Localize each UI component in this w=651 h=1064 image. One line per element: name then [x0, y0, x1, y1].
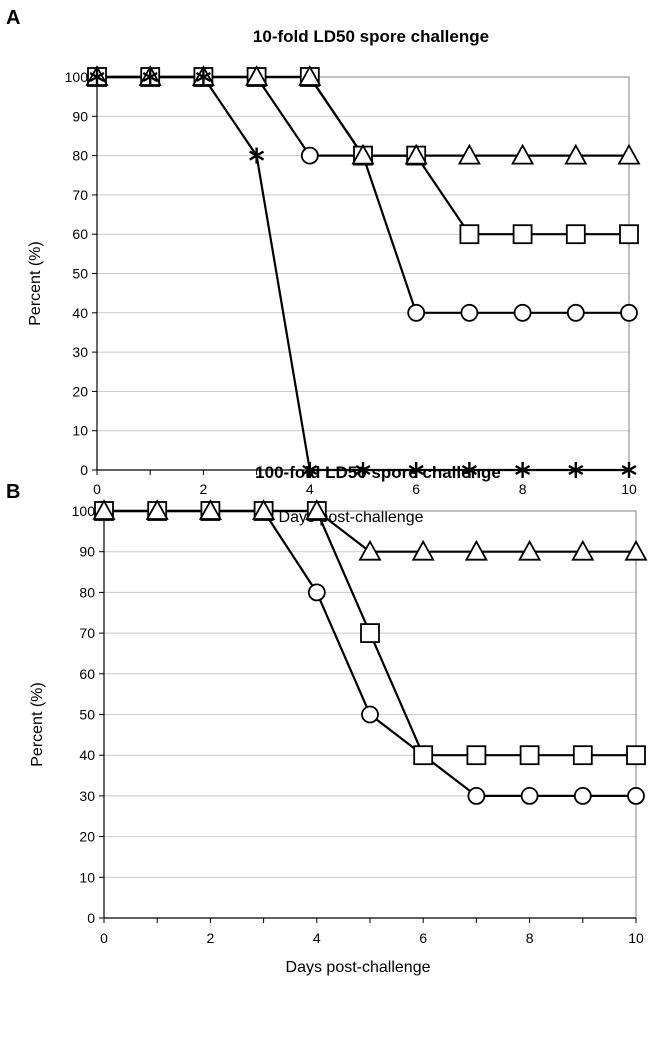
y-tick-label: 40	[79, 747, 95, 763]
data-point-triangle	[624, 539, 648, 561]
data-point-circle	[513, 303, 532, 322]
chart-b: 100-fold LD50 spore challenge01020304050…	[29, 463, 648, 976]
panel-label-b: B	[6, 481, 20, 503]
data-point-circle	[573, 787, 592, 805]
data-point-square	[360, 623, 380, 643]
data-point-star	[249, 147, 265, 164]
data-point-triangle	[298, 65, 322, 86]
data-point-triangle	[518, 539, 542, 561]
y-tick-label: 100	[72, 503, 96, 519]
data-point-star	[568, 462, 584, 478]
x-tick-label: 4	[306, 481, 314, 497]
y-tick-label: 60	[79, 666, 95, 682]
y-tick-label: 30	[79, 788, 95, 804]
x-tick-label: 6	[419, 930, 427, 946]
data-point-triangle	[571, 539, 595, 561]
data-point-circle	[520, 787, 539, 805]
x-tick-label: 0	[100, 930, 108, 946]
x-tick-label: 6	[412, 481, 420, 497]
data-point-square	[626, 745, 646, 766]
data-point-triangle	[358, 539, 382, 561]
y-axis-label: Percent (%)	[29, 682, 46, 766]
data-point-star	[142, 69, 158, 85]
data-point-circle	[460, 303, 479, 322]
chart-a: 10-fold LD50 spore challenge010203040506…	[27, 27, 641, 526]
data-point-triangle	[511, 143, 535, 165]
data-point-triangle	[351, 143, 375, 165]
data-point-circle	[627, 787, 645, 805]
y-tick-label: 80	[79, 584, 95, 600]
data-point-circle	[566, 303, 585, 322]
x-tick-label: 2	[200, 481, 208, 497]
data-point-circle	[300, 146, 319, 165]
data-point-triangle	[617, 143, 641, 165]
chart-title: 10-fold LD50 spore challenge	[253, 27, 489, 46]
data-point-triangle	[464, 539, 488, 561]
x-tick-label: 4	[313, 930, 321, 946]
data-point-square	[466, 745, 487, 766]
data-point-square	[565, 224, 586, 245]
y-tick-label: 10	[79, 869, 95, 885]
data-point-square	[459, 224, 480, 245]
y-tick-label: 20	[79, 829, 95, 845]
data-point-triangle	[198, 499, 222, 520]
x-tick-label: 2	[207, 930, 215, 946]
chart-title: 100-fold LD50 spore challenge	[255, 463, 501, 482]
y-tick-label: 90	[79, 544, 95, 560]
data-point-triangle	[457, 143, 481, 165]
data-point-triangle	[564, 143, 588, 165]
data-point-triangle	[245, 65, 269, 86]
data-point-triangle	[411, 539, 435, 561]
data-point-circle	[620, 303, 638, 322]
data-point-triangle	[145, 499, 169, 520]
y-tick-label: 50	[72, 266, 88, 282]
y-tick-label: 70	[79, 625, 95, 641]
data-point-circle	[467, 787, 486, 805]
y-tick-label: 20	[72, 383, 88, 399]
data-point-star	[195, 69, 211, 85]
x-tick-label: 8	[519, 481, 527, 497]
data-point-triangle	[404, 143, 428, 165]
y-tick-label: 50	[79, 707, 95, 723]
y-tick-label: 30	[72, 344, 88, 360]
y-tick-label: 0	[87, 910, 95, 926]
data-point-square	[619, 224, 639, 245]
y-tick-label: 90	[72, 108, 88, 124]
y-tick-label: 10	[72, 423, 88, 439]
data-point-circle	[361, 705, 379, 724]
data-point-square	[512, 224, 533, 245]
x-tick-label: 10	[628, 930, 644, 946]
data-point-circle	[307, 583, 326, 602]
data-point-star	[621, 462, 637, 478]
data-point-star	[461, 462, 477, 478]
x-tick-label: 8	[526, 930, 534, 946]
y-tick-label: 60	[72, 226, 88, 242]
x-axis-label: Days post-challenge	[286, 959, 431, 976]
y-axis-label: Percent (%)	[27, 241, 44, 325]
data-point-triangle	[92, 499, 116, 520]
data-point-triangle	[252, 499, 276, 520]
data-point-triangle	[305, 499, 329, 520]
data-point-star	[515, 462, 531, 478]
data-point-circle	[407, 303, 426, 322]
y-tick-label: 40	[72, 305, 88, 321]
y-tick-label: 100	[65, 69, 89, 85]
data-point-star	[89, 69, 105, 85]
x-tick-label: 10	[621, 481, 637, 497]
data-point-square	[519, 745, 540, 766]
data-point-square	[413, 745, 434, 766]
y-tick-label: 0	[80, 462, 88, 478]
data-point-star	[302, 462, 318, 478]
y-tick-label: 70	[72, 187, 88, 203]
panel-label-a: A	[6, 7, 20, 29]
y-tick-label: 80	[72, 148, 88, 164]
data-point-star	[355, 462, 371, 478]
x-tick-label: 0	[93, 481, 101, 497]
data-point-star	[408, 462, 424, 478]
data-point-square	[572, 745, 593, 766]
